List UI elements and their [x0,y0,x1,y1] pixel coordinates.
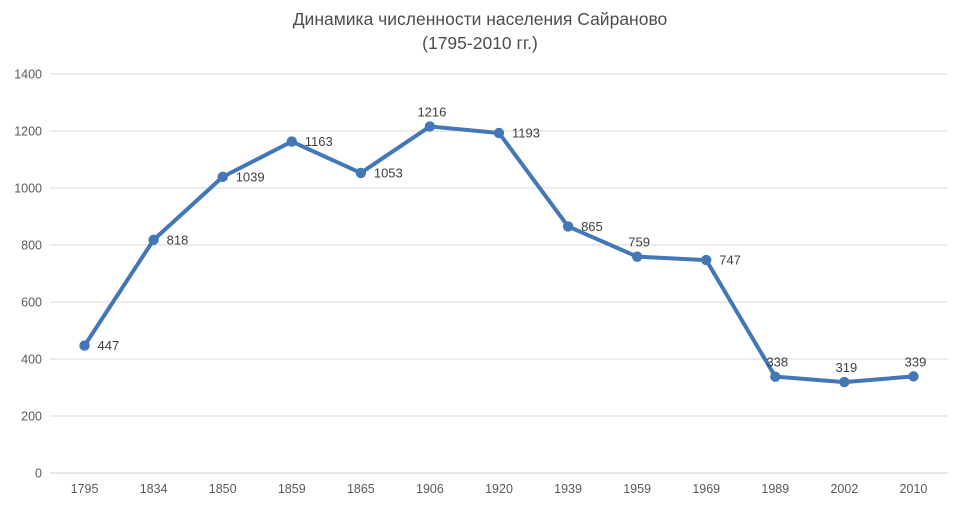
chart-title-line2: (1795-2010 гг.) [422,33,538,53]
data-point-label: 338 [766,355,788,370]
data-point-label: 447 [98,338,120,353]
y-tick-label: 200 [21,410,42,424]
y-tick-label: 400 [21,353,42,367]
data-point-marker [424,121,436,132]
x-tick-label: 1834 [140,482,168,496]
data-point-label: 339 [905,354,927,369]
y-tick-label: 1400 [14,68,42,82]
x-tick-label: 1920 [485,482,513,496]
data-point-label: 818 [167,232,189,247]
data-point-marker [286,136,297,147]
x-tick-label: 1865 [347,482,375,496]
data-point-label: 1163 [305,134,333,149]
x-tick-label: 1939 [554,482,582,496]
y-tick-label: 600 [21,296,42,310]
chart-title: Динамика численности населения Сайраново… [0,7,960,55]
x-tick-label: 1859 [278,482,306,496]
data-point-label: 319 [836,360,858,375]
x-tick-label: 1850 [209,482,237,496]
data-point-marker [217,171,228,183]
data-point-marker [562,221,574,232]
data-point-marker [908,371,919,382]
x-tick-label: 2002 [830,482,858,496]
data-point-label: 759 [628,235,650,250]
y-tick-label: 1000 [14,182,42,196]
data-point-marker [493,127,505,139]
data-point-marker [701,254,712,266]
series-line [82,124,916,385]
data-point-label: 747 [719,253,741,268]
y-tick-label: 1200 [14,125,42,139]
x-tick-label: 2010 [900,482,928,496]
chart-title-line1: Динамика численности населения Сайраново [292,9,668,29]
data-point-label: 1193 [512,125,540,140]
data-point-label: 1216 [417,104,446,119]
x-tick-label: 1959 [623,482,651,496]
x-tick-label: 1795 [71,482,99,496]
data-point-label: 1053 [374,165,403,180]
data-point-label: 865 [581,219,603,234]
x-tick-label: 1989 [761,482,789,496]
data-point-label: 1039 [236,169,265,184]
data-point-marker [839,376,850,388]
data-point-marker [355,167,367,179]
x-tick-label: 1906 [416,482,444,496]
data-point-marker [770,371,781,382]
data-point-marker [79,340,90,351]
y-tick-label: 0 [35,467,42,481]
data-point-marker [148,234,159,246]
x-tick-label: 1969 [692,482,720,496]
y-tick-label: 800 [21,239,42,253]
data-point-marker [631,251,643,262]
